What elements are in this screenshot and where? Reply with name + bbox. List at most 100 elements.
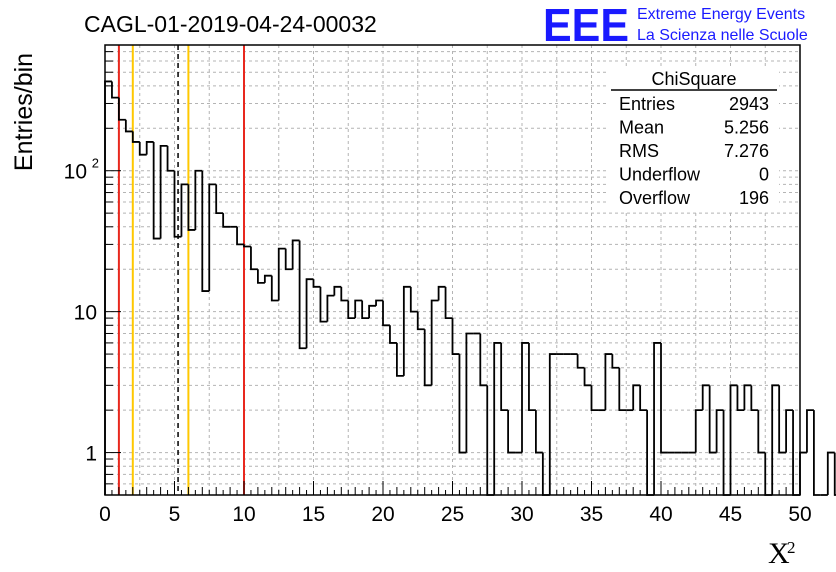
y-tick-label: 10	[64, 161, 87, 184]
histogram-bin	[104, 80, 112, 495]
stat-value: 0	[759, 165, 769, 185]
histogram-bin	[347, 300, 356, 319]
histogram-bin	[243, 244, 251, 248]
histogram-bin	[826, 451, 835, 495]
histogram-bin	[326, 294, 335, 322]
histogram-bin	[361, 300, 370, 319]
histogram-bin	[312, 279, 321, 288]
histogram-bin	[750, 385, 759, 412]
stat-value: 2943	[729, 94, 769, 114]
histogram-bin	[771, 384, 780, 495]
logo-line-1: Extreme Energy Events	[637, 6, 805, 23]
histogram-bin	[159, 145, 168, 239]
histogram-bin	[131, 131, 140, 143]
histogram-bin	[124, 119, 133, 133]
histogram-bin	[806, 409, 814, 453]
chart-title: CAGL-01-2019-04-24-00032	[84, 11, 377, 37]
histogram-bin	[319, 286, 328, 323]
histogram-bin	[500, 342, 509, 412]
histogram-bin	[416, 311, 425, 331]
grid-lines	[105, 45, 800, 495]
stats-box-title: ChiSquare	[651, 69, 736, 89]
y-tick-label-exponent: 2	[92, 156, 99, 171]
histogram-bin	[423, 329, 432, 387]
histogram-bin	[277, 247, 286, 301]
y-tick-label: 10	[74, 302, 97, 325]
histogram-bin	[118, 97, 126, 121]
x-axis-label-superscript: 2	[787, 538, 796, 557]
histogram-bin	[653, 342, 661, 495]
histogram-bin	[368, 304, 377, 319]
histogram-bin	[701, 384, 710, 411]
histogram-bin	[493, 342, 502, 495]
histogram-bin	[270, 275, 279, 302]
reference-lines	[117, 45, 245, 495]
x-tick-label: 45	[719, 503, 742, 526]
histogram-bin	[486, 385, 495, 496]
histogram-bin	[111, 81, 119, 99]
histogram-bin	[729, 384, 738, 495]
histogram-bin	[437, 285, 446, 301]
histogram-bin	[194, 169, 203, 230]
histogram-bin	[785, 409, 794, 453]
histogram-bin	[521, 342, 529, 453]
histogram-bin	[173, 170, 182, 238]
histogram-bin	[180, 183, 189, 237]
histogram-bin	[215, 184, 224, 215]
x-tick-label: 40	[649, 503, 672, 526]
x-axis-label-text: X	[768, 537, 790, 570]
stat-value: 5.256	[724, 118, 769, 138]
histogram-bin	[257, 269, 265, 284]
x-tick-label: 25	[441, 503, 464, 526]
histogram-bin	[396, 342, 404, 377]
x-tick-label: 15	[302, 503, 325, 526]
x-tick-label: 35	[580, 503, 603, 526]
y-axis-label: Entries/bin	[10, 53, 38, 171]
histogram-bin	[222, 213, 231, 228]
histogram-bin	[507, 410, 516, 454]
histogram-bin	[833, 452, 836, 496]
histogram-bin	[451, 318, 460, 355]
histogram-bin	[166, 145, 175, 172]
x-tick-label: 20	[371, 503, 394, 526]
histogram-bin	[708, 385, 717, 454]
x-tick-label: 50	[788, 503, 811, 526]
histogram-bin	[291, 239, 300, 270]
histogram-bin	[639, 385, 648, 412]
x-axis-label: X 2	[768, 537, 796, 570]
histogram-bin	[799, 451, 807, 495]
stat-label: Overflow	[619, 188, 691, 208]
stat-value: 196	[739, 188, 769, 208]
histogram-bin	[632, 384, 641, 411]
histogram-bin	[430, 299, 439, 386]
histogram-bin	[548, 353, 557, 495]
histogram-bin	[208, 183, 217, 292]
histogram-bin	[305, 278, 314, 349]
histogram-bin	[528, 342, 536, 412]
histogram-bin	[250, 246, 258, 271]
histogram-bin	[576, 354, 585, 369]
histogram-bin	[409, 286, 418, 313]
histogram-bin	[757, 410, 766, 454]
histogram-bin	[583, 367, 592, 387]
histogram-bin	[298, 240, 307, 350]
histogram-bin	[354, 299, 363, 319]
stat-label: Mean	[619, 118, 664, 138]
x-tick-label: 10	[232, 503, 255, 526]
eee-logo-mark: EEE	[543, 0, 629, 51]
histogram-bin	[743, 384, 752, 411]
histogram-bin	[479, 333, 488, 387]
histogram-bin	[604, 353, 613, 411]
histogram-bin	[201, 170, 210, 292]
histogram-bin	[465, 332, 474, 453]
histogram-bin	[590, 385, 599, 412]
stat-label: Underflow	[619, 165, 701, 185]
histogram-bin	[284, 248, 293, 271]
histogram-bin	[618, 367, 627, 412]
histogram-bin	[813, 410, 821, 496]
histogram-bin	[611, 354, 620, 369]
x-tick-label: 5	[169, 503, 181, 526]
histogram-bin	[458, 354, 467, 454]
histogram-bin	[375, 299, 383, 306]
